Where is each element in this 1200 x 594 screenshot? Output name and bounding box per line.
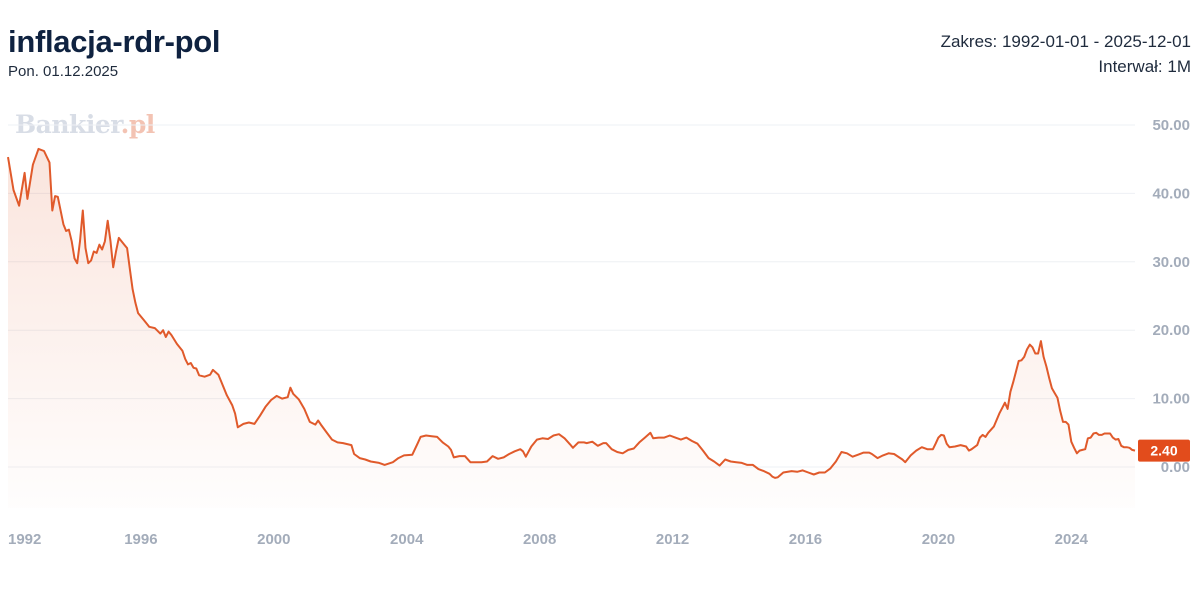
- y-tick-label: 30.00: [1152, 254, 1190, 271]
- x-tick-label: 2000: [257, 531, 290, 548]
- chart-date: Pon. 01.12.2025: [8, 63, 119, 80]
- x-tick-label: 2004: [390, 531, 424, 548]
- x-tick-label: 2016: [789, 531, 822, 548]
- x-tick-label: 1996: [124, 531, 157, 548]
- x-tick-label: 2008: [523, 531, 556, 548]
- series-line: [7, 147, 1136, 479]
- last-value-badge: [1138, 439, 1190, 462]
- last-value-label: 2.40: [1150, 443, 1177, 459]
- y-tick-label: 0.00: [1161, 459, 1190, 476]
- x-tick-label: 2012: [656, 531, 689, 548]
- x-tick-label: 2024: [1055, 531, 1089, 548]
- y-tick-label: 10.00: [1152, 391, 1190, 408]
- x-tick-label: 2020: [922, 531, 955, 548]
- chart-title: inflacja-rdr-pol: [8, 24, 221, 59]
- interval-label: Interwał: 1M: [1098, 57, 1191, 76]
- y-tick-label: 40.00: [1152, 185, 1190, 202]
- y-tick-label: 20.00: [1152, 322, 1190, 339]
- series-area: [8, 148, 1135, 509]
- range-label: Zakres: 1992-01-01 - 2025-12-01: [940, 32, 1191, 51]
- y-tick-label: 50.00: [1152, 117, 1190, 134]
- x-tick-label: 1992: [8, 531, 41, 548]
- chart-meta: Zakres: 1992-01-01 - 2025-12-01 Interwał…: [941, 29, 1191, 79]
